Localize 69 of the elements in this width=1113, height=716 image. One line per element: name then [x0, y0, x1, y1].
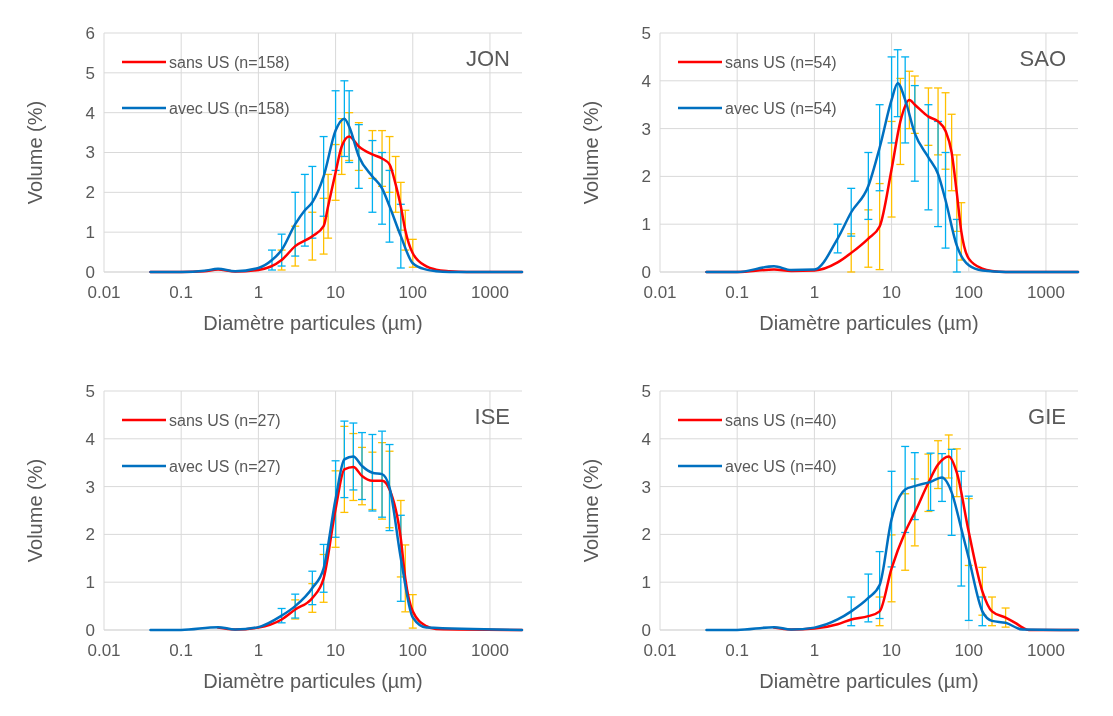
- x-tick-label: 100: [954, 283, 983, 302]
- y-tick-label: 2: [85, 525, 95, 545]
- x-tick-label: 1000: [1027, 641, 1065, 660]
- y-tick-label: 1: [641, 573, 651, 593]
- x-tick-label: 0.01: [643, 641, 677, 660]
- y-tick-label: 0: [641, 262, 651, 282]
- x-tick-label: 10: [882, 283, 902, 302]
- y-tick-label: 3: [85, 477, 95, 497]
- text: JON: [466, 46, 510, 71]
- text: GIE: [1028, 404, 1066, 429]
- x-tick-label: 0.01: [87, 283, 121, 302]
- y-axis-title: Volume (%): [580, 458, 602, 563]
- x-tick-label: 100: [398, 283, 427, 302]
- x-tick-label: 1000: [471, 283, 509, 302]
- x-tick-label: 100: [398, 641, 427, 660]
- x-tick-label: 1: [253, 641, 264, 660]
- x-tick-label: 10: [326, 641, 346, 660]
- x-tick-label: 1: [809, 641, 820, 660]
- y-tick-label: 3: [641, 477, 651, 497]
- legend-label: avec US (n=40): [725, 457, 837, 475]
- y-tick-label: 6: [85, 23, 95, 43]
- x-tick-label: 0.1: [725, 641, 750, 660]
- x-tick-label: 1000: [471, 641, 509, 660]
- x-tick-label: 1: [253, 283, 264, 302]
- y-tick-label: 4: [85, 103, 95, 123]
- y-tick-label: 3: [85, 143, 95, 163]
- y-tick-label: 0: [85, 620, 95, 640]
- x-tick-label: 1000: [1027, 283, 1065, 302]
- y-axis-title: Volume (%): [580, 100, 602, 205]
- x-axis-title: Diamètre particules (µm): [759, 312, 979, 334]
- legend-label: avec US (n=27): [169, 457, 281, 475]
- y-axis-title: Volume (%): [24, 458, 46, 563]
- y-tick-label: 0: [85, 262, 95, 282]
- legend-label: sans US (n=40): [725, 411, 837, 429]
- y-tick-label: 5: [85, 63, 95, 83]
- y-tick-label: 2: [85, 183, 95, 203]
- y-tick-label: 0: [641, 620, 651, 640]
- y-tick-label: 3: [641, 119, 651, 139]
- x-tick-label: 0.1: [169, 641, 194, 660]
- y-tick-label: 1: [85, 223, 95, 243]
- y-tick-label: 5: [85, 381, 95, 401]
- legend-label: avec US (n=54): [725, 99, 837, 117]
- x-axis-title: Diamètre particules (µm): [203, 312, 423, 334]
- x-tick-label: 0.1: [725, 283, 750, 302]
- x-tick-label: 1: [809, 283, 820, 302]
- text: ISE: [474, 404, 510, 429]
- x-tick-label: 0.1: [169, 283, 194, 302]
- y-axis-title: Volume (%): [24, 100, 46, 205]
- x-tick-label: 0.01: [643, 283, 677, 302]
- y-tick-label: 2: [641, 525, 651, 545]
- y-tick-label: 4: [641, 429, 651, 449]
- y-tick-label: 5: [641, 23, 651, 43]
- x-tick-label: 0.01: [87, 641, 121, 660]
- x-tick-label: 10: [326, 283, 346, 302]
- y-tick-label: 4: [85, 429, 95, 449]
- legend-label: sans US (n=27): [169, 411, 281, 429]
- y-tick-label: 5: [641, 381, 651, 401]
- x-axis-title: Diamètre particules (µm): [759, 670, 979, 692]
- legend-label: sans US (n=158): [169, 53, 290, 71]
- x-tick-label: 10: [882, 641, 902, 660]
- y-tick-label: 1: [641, 215, 651, 235]
- x-axis-title: Diamètre particules (µm): [203, 670, 423, 692]
- text: SAO: [1019, 46, 1066, 71]
- y-tick-label: 4: [641, 71, 651, 91]
- x-tick-label: 100: [954, 641, 983, 660]
- legend-label: avec US (n=158): [169, 99, 290, 117]
- y-tick-label: 2: [641, 167, 651, 187]
- legend-label: sans US (n=54): [725, 53, 837, 71]
- y-tick-label: 1: [85, 573, 95, 593]
